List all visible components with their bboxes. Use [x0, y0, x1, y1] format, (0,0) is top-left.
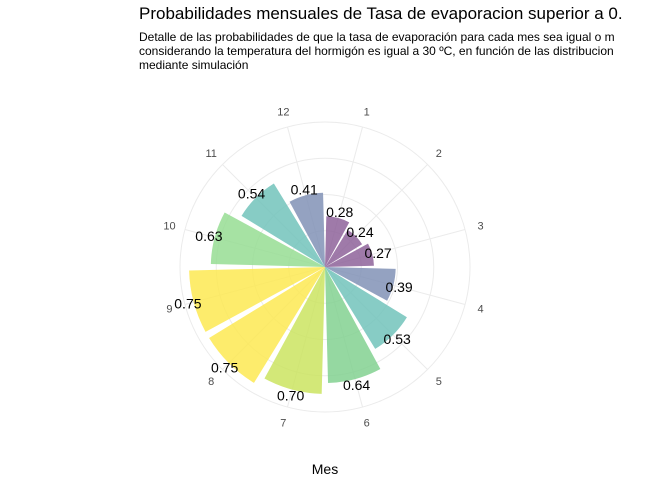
bar-month-4	[325, 267, 396, 301]
month-tick-label: 9	[166, 304, 172, 316]
bar-month-12	[289, 192, 325, 267]
x-axis-label: Mes	[311, 461, 339, 477]
value-label: 0.64	[343, 377, 370, 393]
value-label: 0.70	[277, 387, 304, 403]
grid-circle	[179, 121, 471, 413]
value-label: 0.41	[291, 181, 318, 197]
grid-circle	[288, 230, 362, 304]
month-tick-label: 8	[208, 376, 214, 388]
month-tick-label: 7	[280, 418, 286, 430]
subtitle-line-3: mediante simulación	[139, 58, 249, 72]
bar-month-2	[325, 229, 363, 267]
bar-month-1	[325, 216, 350, 267]
month-tick-label: 5	[436, 376, 442, 388]
bar-month-5	[325, 267, 407, 349]
bar-month-3	[325, 243, 374, 267]
value-label: 0.53	[384, 331, 411, 347]
value-label: 0.28	[326, 204, 353, 220]
month-tick-label: 6	[364, 418, 370, 430]
month-tick-label: 2	[436, 148, 442, 160]
value-label: 0.54	[238, 186, 265, 202]
value-label: 0.63	[195, 228, 222, 244]
grid-circle	[252, 194, 398, 340]
month-tick-label: 11	[205, 148, 216, 160]
value-label: 0.27	[364, 245, 391, 261]
bar-month-6	[325, 267, 381, 383]
bar-month-8	[209, 267, 325, 383]
bars	[189, 183, 407, 394]
bar-month-11	[241, 183, 325, 267]
chart-subtitle: Detalle de las probabilidades de que la …	[139, 30, 650, 72]
month-tick-label: 12	[277, 106, 289, 118]
bar-month-7	[264, 267, 325, 394]
chart-title: Probabilidades mensuales de Tasa de evap…	[139, 4, 623, 23]
bar-month-10	[210, 212, 325, 267]
value-label: 0.75	[174, 296, 201, 312]
subtitle-line-1: Detalle de las probabilidades de que la …	[139, 30, 615, 44]
value-label: 0.39	[385, 279, 412, 295]
grid-circle	[215, 157, 435, 377]
month-tick-label: 3	[477, 220, 483, 232]
value-label: 0.75	[211, 359, 238, 375]
month-tick-label: 4	[477, 304, 483, 316]
value-labels: 0.28 0.24 0.27 0.39 0.53 0.64 0.70 0.75 0.75 0.63…	[174, 181, 413, 403]
subtitle-line-2: considerando la temperatura del hormigón…	[139, 44, 614, 58]
value-label: 0.24	[346, 224, 373, 240]
month-tick-label: 10	[163, 220, 175, 232]
month-tick-label: 1	[364, 106, 370, 118]
bar-month-9	[189, 267, 325, 332]
